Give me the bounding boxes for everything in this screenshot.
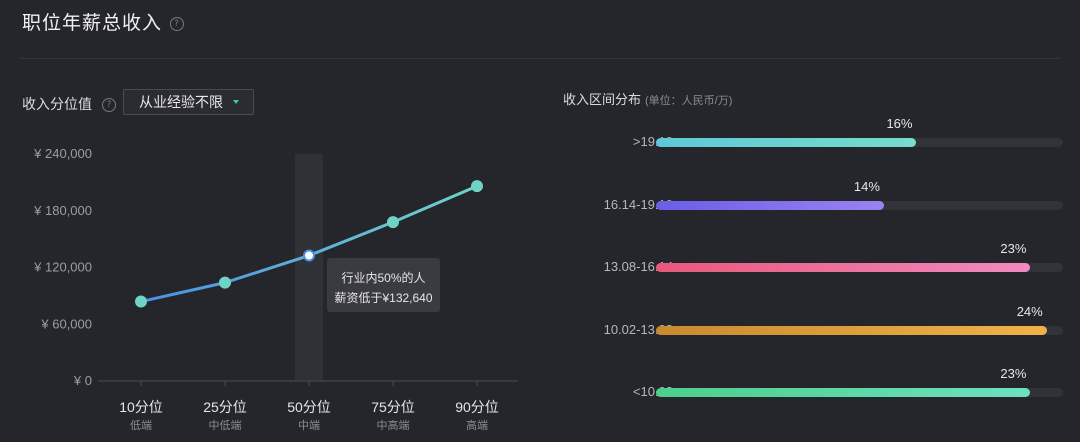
range-percent-label: 16% — [886, 116, 913, 131]
page-title: 职位年薪总收入? — [22, 8, 185, 35]
range-bar — [656, 200, 884, 210]
x-tick-label: 90分位 — [455, 399, 499, 415]
range-label: 10.02-13.08 — [603, 321, 673, 337]
y-tick-label: ¥ 180,000 — [33, 203, 92, 218]
range-track — [656, 138, 1063, 147]
range-track — [656, 200, 1063, 210]
range-percent-label: 24% — [1016, 303, 1043, 319]
y-tick-label: ¥ 120,000 — [33, 260, 92, 275]
range-row: <10.02 23% — [540, 366, 1070, 406]
x-tick-label: 75分位 — [371, 399, 415, 415]
data-point — [471, 180, 483, 193]
data-point — [135, 295, 147, 308]
tooltip-line-1: 行业内50%的人 — [341, 271, 426, 285]
help-icon[interactable]: ? — [102, 98, 116, 113]
x-tick-sublabel: 中端 — [298, 419, 320, 432]
range-label: <10.02 — [632, 384, 673, 399]
y-tick-label: ¥ 240,000 — [33, 146, 92, 161]
range-track — [656, 388, 1063, 397]
y-tick-label: ¥ 0 — [73, 373, 92, 388]
x-tick-sublabel: 高端 — [466, 418, 488, 432]
chart-tooltip: 行业内50%的人 薪资低于¥132,640 — [327, 258, 440, 312]
range-row: 13.08-16.14 23% — [540, 241, 1070, 281]
range-bar — [656, 263, 1031, 272]
range-row: 10.02-13.08 24% — [540, 304, 1070, 344]
data-point — [219, 276, 231, 289]
range-track — [656, 325, 1063, 335]
x-tick-sublabel: 低端 — [130, 419, 152, 432]
x-tick-sublabel: 中低端 — [209, 419, 242, 432]
range-percent-label: 23% — [1000, 366, 1027, 381]
range-label: 16.14-19.19 — [603, 196, 673, 212]
range-bar — [656, 138, 917, 147]
x-tick-sublabel: 中高端 — [377, 418, 410, 432]
range-bar — [656, 325, 1047, 335]
y-tick-label: ¥ 60,000 — [40, 316, 92, 331]
range-label: 13.08-16.14 — [603, 259, 673, 274]
range-label: >19.19 — [632, 134, 673, 149]
experience-dropdown[interactable]: 从业经验不限 — [123, 89, 254, 115]
highlight-band — [295, 154, 323, 381]
caret-down-icon — [233, 100, 239, 104]
range-percent-label: 23% — [1000, 241, 1027, 256]
page-title-text: 职位年薪总收入 — [22, 13, 163, 34]
divider — [20, 58, 1060, 59]
x-tick-label: 50分位 — [287, 399, 331, 415]
percentile-label-text: 收入分位值 — [22, 96, 92, 112]
data-point-highlight — [303, 249, 315, 262]
distribution-title-text: 收入区间分布 — [563, 92, 642, 107]
percentile-line-chart: ¥ 0 ¥ 60,000 ¥ 120,000 ¥ 180,000 ¥ 240,000 10… — [33, 146, 518, 432]
x-tick-label: 10分位 — [119, 399, 163, 415]
range-bar — [656, 388, 1031, 397]
range-track — [656, 263, 1063, 272]
dropdown-value: 从业经验不限 — [139, 94, 223, 110]
range-row: >19.19 16% — [540, 116, 1070, 156]
range-row: 16.14-19.19 14% — [540, 179, 1070, 219]
tooltip-line-2: 薪资低于¥132,640 — [334, 291, 433, 305]
distribution-title: 收入区间分布 (单位：人民币/万) — [563, 89, 732, 108]
range-percent-label: 14% — [853, 178, 880, 194]
help-icon[interactable]: ? — [170, 16, 185, 31]
data-point — [387, 216, 399, 229]
x-tick-label: 25分位 — [203, 399, 247, 415]
distribution-unit: (单位：人民币/万) — [645, 95, 733, 107]
percentile-section-label: 收入分位值? — [22, 94, 116, 114]
